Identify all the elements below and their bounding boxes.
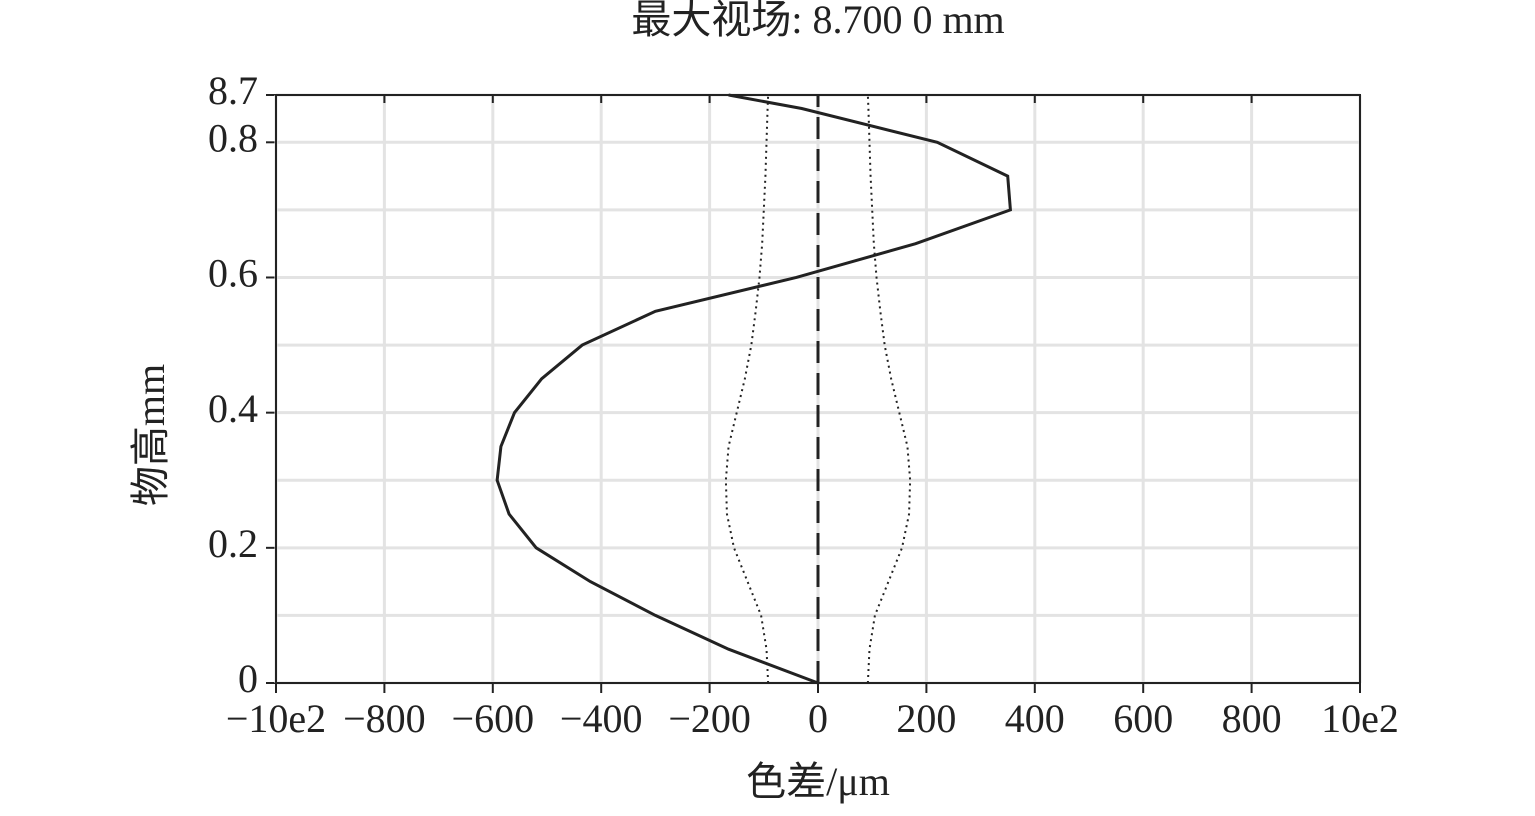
x-tick-label: 200 [896, 696, 956, 741]
x-tick-label: 0 [808, 696, 828, 741]
chart-title: 最大视场: 8.700 0 mm [631, 0, 1004, 42]
y-tick-label: 0.6 [208, 251, 258, 296]
y-tick-label: 8.7 [208, 68, 258, 113]
curve [866, 94, 912, 684]
x-tick-label: −10e2 [226, 696, 326, 741]
y-tick-label: 0 [238, 656, 258, 701]
x-tick-label: −400 [560, 696, 643, 741]
x-tick-label: 400 [1005, 696, 1065, 741]
x-tick-label: 600 [1113, 696, 1173, 741]
y-tick-label: 0.4 [208, 386, 258, 431]
x-axis-label: 色差/μm [746, 759, 890, 804]
x-tick-label: −600 [452, 696, 535, 741]
x-tick-label: 800 [1222, 696, 1282, 741]
x-tick-label: −200 [668, 696, 751, 741]
y-tick-label: 0.8 [208, 115, 258, 160]
curve [724, 94, 770, 684]
curve [495, 93, 1012, 685]
y-tick-label: 0.2 [208, 521, 258, 566]
x-tick-label: 10e2 [1321, 696, 1399, 741]
y-axis-label: 物高mm [128, 364, 173, 506]
x-tick-label: −800 [343, 696, 426, 741]
